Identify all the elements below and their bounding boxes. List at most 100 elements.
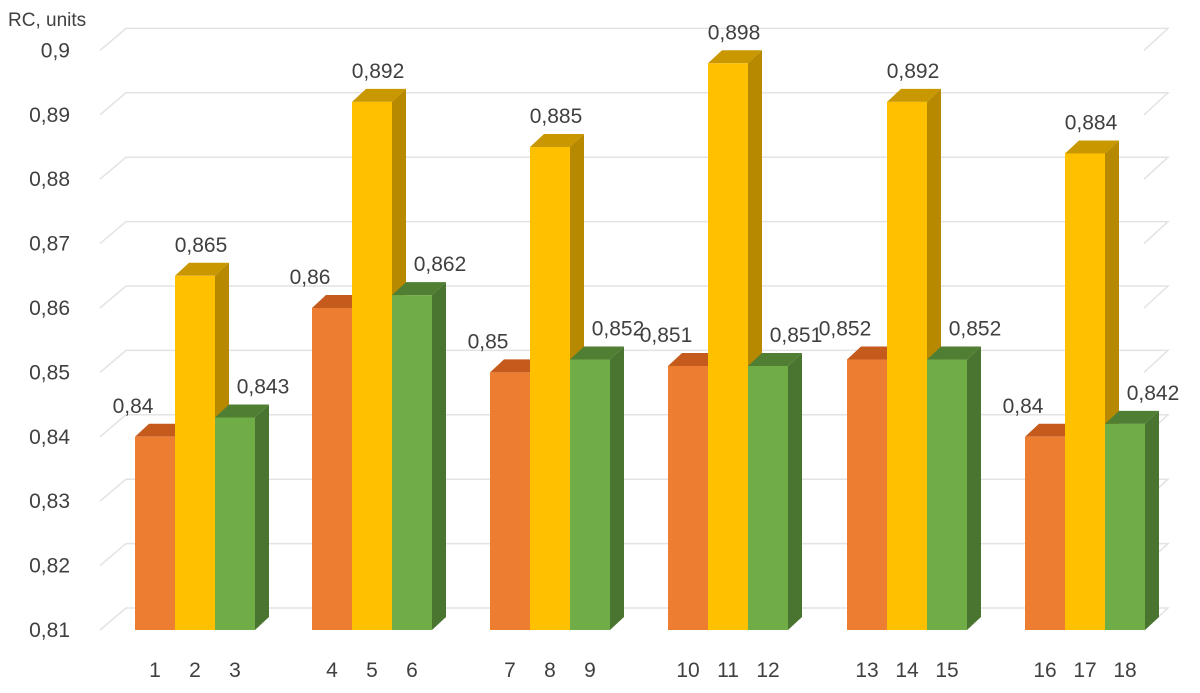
data-label: 0,852 (819, 318, 872, 341)
gridlines (99, 27, 1170, 631)
gridline (99, 27, 1170, 51)
x-tick-label: 4 (326, 659, 338, 682)
bar-top (175, 262, 229, 276)
y-tick-label: 0,81 (29, 619, 70, 642)
bar-front (748, 365, 788, 630)
y-tick-label: 0,86 (29, 297, 70, 320)
y-tick-label: 0,83 (29, 490, 70, 513)
x-tick-label: 6 (406, 659, 418, 682)
bar-front (708, 63, 748, 630)
data-label: 0,852 (592, 318, 645, 341)
data-label: 0,892 (887, 60, 940, 83)
y-tick-label: 0,82 (29, 555, 70, 578)
bar-top (392, 282, 446, 296)
bar-side (610, 346, 624, 630)
x-tick-label: 12 (756, 659, 779, 682)
x-tick-label: 3 (229, 659, 241, 682)
bar-front (847, 359, 887, 630)
bar (570, 346, 624, 630)
bar-side (788, 352, 802, 630)
bar-top (1065, 140, 1119, 154)
x-tick-label: 1 (149, 659, 161, 682)
bar-front (1025, 436, 1065, 630)
data-label: 0,862 (414, 253, 467, 276)
bar (927, 346, 981, 630)
bar-front (392, 295, 432, 630)
x-tick-label: 13 (855, 659, 878, 682)
bar-side (1145, 410, 1159, 630)
data-label: 0,84 (1003, 395, 1044, 418)
bar (215, 404, 269, 630)
bar-side (255, 404, 269, 630)
x-tick-label: 18 (1113, 659, 1136, 682)
gridline (99, 285, 1170, 309)
bar-front (135, 436, 175, 630)
bar (1105, 410, 1159, 630)
bar-top (1105, 410, 1159, 424)
data-label: 0,84 (113, 395, 154, 418)
x-tick-label: 17 (1073, 659, 1096, 682)
gridline (99, 92, 1170, 116)
bar-top (530, 134, 584, 147)
y-axis-ticks: 0,81 0,82 0,83 0,84 0,85 0,86 0,87 0,88 0,89 0,9 (29, 39, 70, 642)
x-tick-label: 2 (189, 659, 201, 682)
data-label: 0,842 (1127, 382, 1180, 405)
x-tick-label: 7 (504, 659, 516, 682)
y-tick-label: 0,85 (29, 361, 70, 384)
bar-front (352, 101, 392, 631)
x-tick-label: 16 (1033, 659, 1056, 682)
x-tick-label: 14 (895, 659, 919, 682)
x-tick-label: 5 (366, 659, 378, 682)
bar-top (570, 346, 624, 360)
bar-top (887, 88, 941, 102)
bar-front (530, 147, 570, 630)
x-tick-label: 8 (544, 659, 556, 682)
gridline (99, 349, 1170, 373)
bar-front (312, 308, 352, 630)
bar-front (887, 101, 927, 631)
x-tick-label: 15 (935, 659, 958, 682)
bar-front (490, 372, 530, 630)
bar-top (215, 404, 269, 418)
bar-side (432, 282, 446, 630)
data-label: 0,898 (708, 21, 761, 44)
data-label: 0,85 (468, 330, 509, 353)
bar-side (967, 346, 981, 630)
bar-front (1105, 423, 1145, 630)
y-tick-label: 0,84 (29, 426, 70, 449)
data-label: 0,851 (770, 324, 823, 347)
bar-front (215, 417, 255, 630)
bar-front (927, 359, 967, 630)
bar-top (748, 352, 802, 366)
y-tick-label: 0,87 (29, 233, 70, 256)
bar-top (708, 50, 762, 64)
data-label: 0,843 (237, 375, 290, 398)
gridline (99, 156, 1170, 180)
bar-front (1065, 153, 1105, 630)
data-label: 0,86 (290, 266, 331, 289)
bar (392, 282, 446, 630)
x-axis-ticks: 1 2 3 4 5 6 7 8 9 10 11 12 13 14 15 16 17 18 (149, 659, 1137, 682)
x-tick-label: 10 (676, 659, 699, 682)
data-label: 0,851 (640, 324, 693, 347)
bar (748, 352, 802, 630)
bar-front (570, 359, 610, 630)
y-tick-label: 0,88 (29, 168, 70, 191)
bar-top (927, 346, 981, 360)
bar-front (668, 365, 708, 630)
data-label: 0,885 (530, 105, 583, 128)
x-tick-label: 11 (717, 659, 739, 682)
data-label: 0,865 (175, 234, 228, 257)
y-axis-title: RC, units (8, 10, 86, 31)
y-tick-label: 0,9 (41, 39, 70, 62)
x-tick-label: 9 (584, 659, 596, 682)
y-tick-label: 0,89 (29, 104, 70, 127)
gridline (99, 220, 1170, 245)
bars (135, 50, 1159, 631)
data-label: 0,884 (1065, 111, 1118, 134)
bar-top (352, 88, 406, 102)
data-label: 0,852 (949, 318, 1002, 341)
data-labels: 0,84 0,865 0,843 0,86 0,892 0,862 0,85 0,885 0,8… (113, 21, 1180, 418)
data-label: 0,892 (352, 60, 405, 83)
